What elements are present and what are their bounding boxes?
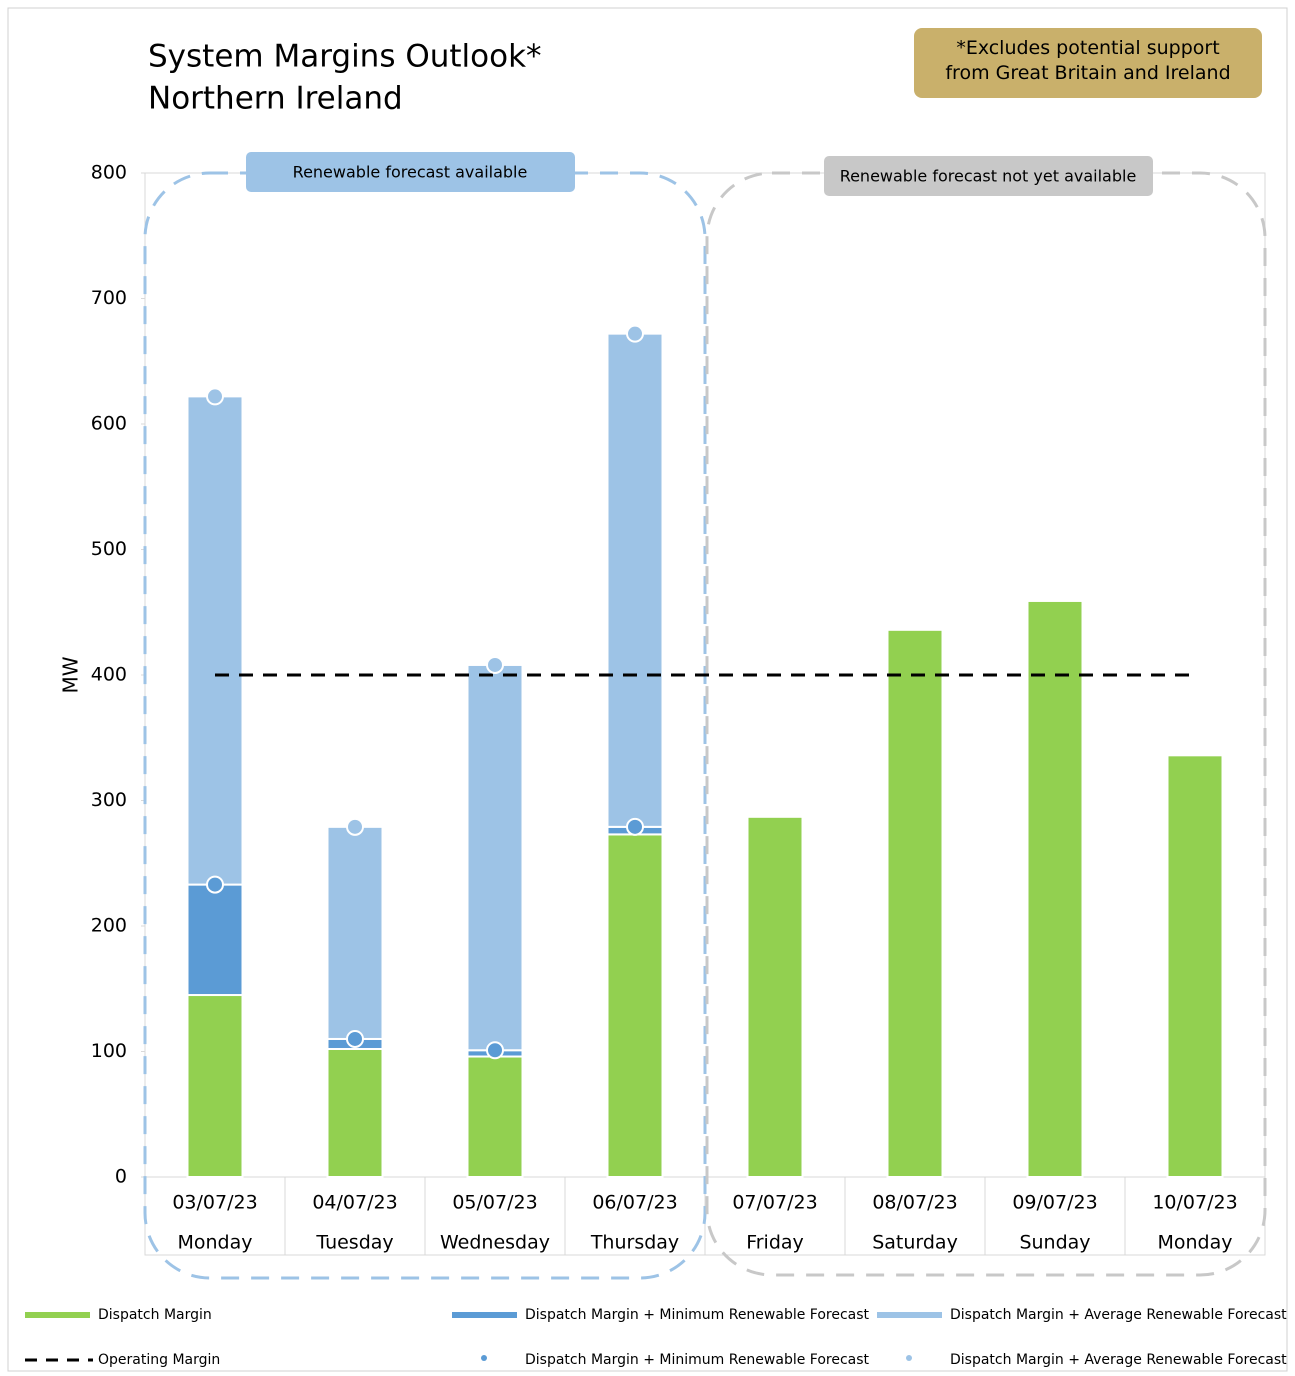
legend-swatch [906, 1355, 912, 1361]
y-tick-label: 200 [91, 915, 127, 937]
bar [606, 332, 664, 828]
marker [626, 324, 644, 343]
bar [1026, 599, 1084, 1178]
bar [1166, 754, 1224, 1178]
x-tick-label: 04/07/23 [312, 1192, 397, 1214]
y-axis-label: MW [59, 656, 83, 693]
bar [746, 815, 804, 1178]
marker [206, 875, 224, 894]
y-tick-label: 800 [91, 162, 127, 184]
x-tick-label: 07/07/23 [732, 1192, 817, 1214]
legend-label: Dispatch Margin + Average Renewable Fore… [950, 1307, 1287, 1323]
legend-label: Operating Margin [98, 1352, 220, 1368]
chart-subtitle: Northern Ireland [148, 81, 403, 117]
bar [466, 663, 524, 1052]
legend-label: Dispatch Margin + Average Renewable Fore… [950, 1352, 1287, 1368]
bar [606, 833, 664, 1178]
y-tick-label: 300 [91, 789, 127, 811]
annotation: Renewable forecast available [293, 163, 528, 182]
y-tick-label: 600 [91, 413, 127, 435]
marker [206, 387, 224, 406]
bar [186, 395, 244, 886]
chart-title: System Margins Outlook* [148, 39, 542, 75]
legend-label: Dispatch Margin [98, 1307, 212, 1323]
annotation-box [246, 152, 575, 192]
legend-label: Dispatch Margin + Minimum Renewable Fore… [525, 1307, 870, 1323]
note-box [914, 28, 1262, 98]
x-tick-weekday: Wednesday [440, 1232, 550, 1254]
x-tick-label: 10/07/23 [1152, 1192, 1237, 1214]
x-tick-label: 03/07/23 [172, 1192, 257, 1214]
y-tick-label: 400 [91, 664, 127, 686]
note-wrap: *Excludes potential support from Great B… [945, 37, 1231, 84]
marker [486, 655, 504, 674]
x-tick-label: 05/07/23 [452, 1192, 537, 1214]
bar [466, 1055, 524, 1179]
legend-swatch [481, 1355, 487, 1361]
marker [486, 1041, 504, 1060]
legend-label: Dispatch Margin + Minimum Renewable Fore… [525, 1352, 870, 1368]
marker [626, 817, 644, 836]
x-tick-label: 09/07/23 [1012, 1192, 1097, 1214]
marker [346, 1029, 364, 1048]
x-tick-weekday: Sunday [1019, 1232, 1090, 1254]
y-tick-label: 100 [91, 1040, 127, 1062]
annotation-box [824, 156, 1153, 196]
note: *Excludes potential support from Great B… [945, 37, 1231, 84]
x-tick-weekday: Tuesday [315, 1232, 393, 1254]
bar [186, 994, 244, 1179]
x-tick-weekday: Thursday [590, 1232, 679, 1254]
x-tick-label: 08/07/23 [872, 1192, 957, 1214]
annotation: Renewable forecast not yet available [840, 167, 1137, 186]
frame [7, 7, 1288, 1372]
bar [326, 1047, 384, 1178]
y-tick-label: 500 [91, 538, 127, 560]
bar [886, 628, 944, 1178]
x-tick-weekday: Monday [177, 1232, 252, 1254]
marker [346, 817, 364, 836]
x-tick-label: 06/07/23 [592, 1192, 677, 1214]
y-tick-label: 0 [115, 1166, 127, 1188]
x-tick-weekday: Saturday [872, 1232, 958, 1254]
bar [186, 883, 244, 997]
x-tick-weekday: Monday [1157, 1232, 1232, 1254]
x-tick-weekday: Friday [746, 1232, 804, 1254]
y-tick-label: 700 [91, 287, 127, 309]
bar [326, 825, 384, 1040]
